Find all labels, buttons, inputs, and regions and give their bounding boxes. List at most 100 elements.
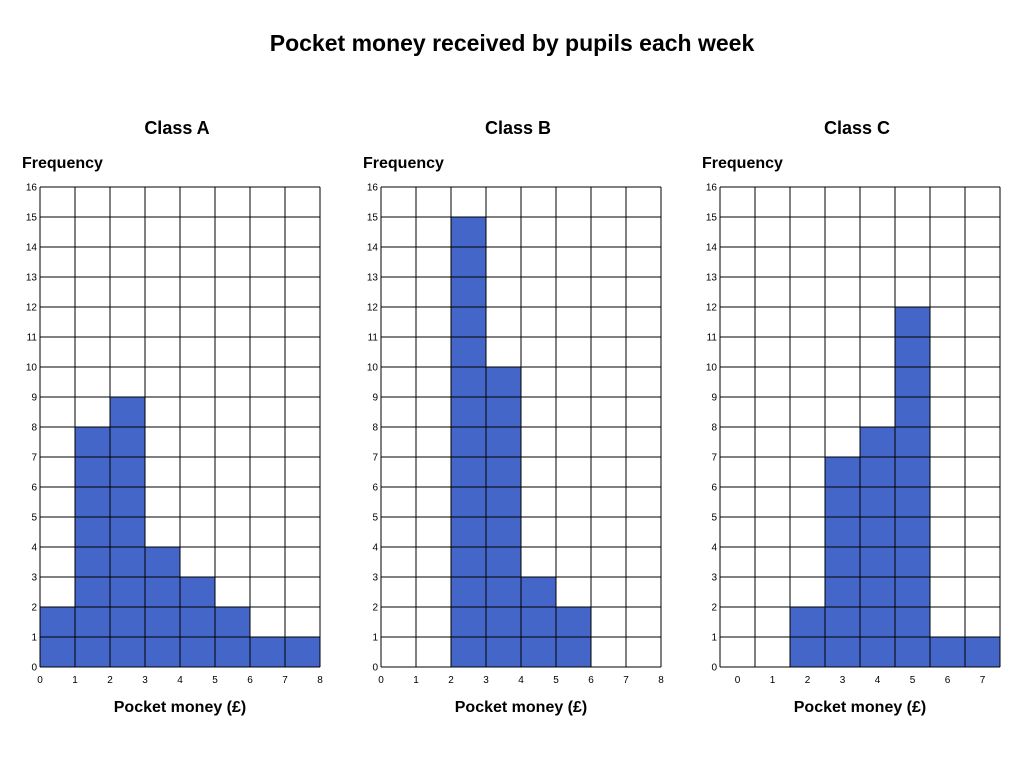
- y-tick-label: 0: [711, 663, 717, 674]
- x-tick-label: 2: [448, 675, 454, 686]
- y-tick-label: 7: [711, 453, 717, 464]
- y-tick-label: 2: [31, 603, 37, 614]
- x-tick-label: 1: [72, 675, 78, 686]
- y-tick-label: 7: [372, 453, 378, 464]
- x-tick-label: 5: [212, 675, 218, 686]
- x-tick-label: 0: [378, 675, 384, 686]
- y-tick-label: 16: [367, 183, 379, 194]
- chart-title: Class A: [144, 118, 209, 138]
- y-tick-label: 9: [711, 393, 717, 404]
- x-tick-label: 0: [735, 675, 741, 686]
- y-tick-label: 13: [26, 273, 38, 284]
- histogram-bar: [965, 637, 1000, 667]
- y-tick-label: 14: [706, 243, 718, 254]
- x-tick-label: 6: [247, 675, 253, 686]
- y-tick-label: 0: [31, 663, 37, 674]
- x-tick-label: 8: [658, 675, 664, 686]
- y-tick-label: 1: [711, 633, 717, 644]
- histogram-bar: [180, 577, 215, 667]
- chart-title: Class C: [824, 118, 890, 138]
- x-axis-label: Pocket money (£): [794, 699, 926, 716]
- y-tick-label: 10: [706, 363, 718, 374]
- y-tick-label: 13: [706, 273, 718, 284]
- y-tick-label: 8: [31, 423, 37, 434]
- histogram-bar: [451, 217, 486, 667]
- x-tick-label: 6: [945, 675, 951, 686]
- y-tick-label: 12: [367, 303, 379, 314]
- y-tick-label: 3: [31, 573, 37, 584]
- y-tick-label: 14: [26, 243, 38, 254]
- y-tick-label: 3: [372, 573, 378, 584]
- histogram-bar: [521, 577, 556, 667]
- y-tick-label: 16: [26, 183, 38, 194]
- x-axis-label: Pocket money (£): [114, 699, 246, 716]
- x-tick-label: 7: [980, 675, 986, 686]
- y-tick-label: 16: [706, 183, 718, 194]
- y-tick-label: 6: [31, 483, 37, 494]
- main-title: Pocket money received by pupils each wee…: [269, 30, 755, 56]
- y-tick-label: 5: [711, 513, 717, 524]
- x-tick-label: 7: [282, 675, 288, 686]
- x-tick-label: 3: [840, 675, 846, 686]
- y-tick-label: 7: [31, 453, 37, 464]
- y-tick-label: 6: [372, 483, 378, 494]
- y-axis-label: Frequency: [22, 155, 103, 172]
- y-tick-label: 9: [372, 393, 378, 404]
- y-tick-label: 5: [372, 513, 378, 524]
- x-tick-label: 4: [177, 675, 183, 686]
- y-tick-label: 8: [372, 423, 378, 434]
- y-tick-label: 15: [367, 213, 379, 224]
- y-tick-label: 8: [711, 423, 717, 434]
- x-tick-label: 0: [37, 675, 43, 686]
- y-tick-label: 0: [372, 663, 378, 674]
- y-tick-label: 11: [707, 333, 718, 344]
- y-tick-label: 2: [711, 603, 717, 614]
- x-tick-label: 2: [107, 675, 113, 686]
- y-tick-label: 12: [706, 303, 718, 314]
- y-tick-label: 5: [31, 513, 37, 524]
- y-tick-label: 11: [368, 333, 379, 344]
- y-tick-label: 9: [31, 393, 37, 404]
- y-tick-label: 15: [26, 213, 38, 224]
- y-axis-label: Frequency: [363, 155, 444, 172]
- y-tick-label: 1: [372, 633, 378, 644]
- y-tick-label: 15: [706, 213, 718, 224]
- y-tick-label: 4: [31, 543, 37, 554]
- y-tick-label: 4: [711, 543, 717, 554]
- x-tick-label: 3: [142, 675, 148, 686]
- y-axis-label: Frequency: [702, 155, 783, 172]
- histogram-bar: [930, 637, 965, 667]
- y-tick-label: 4: [372, 543, 378, 554]
- y-tick-label: 1: [31, 633, 37, 644]
- histogram-bar: [250, 637, 285, 667]
- x-tick-label: 5: [910, 675, 916, 686]
- x-axis-label: Pocket money (£): [455, 699, 587, 716]
- y-tick-label: 2: [372, 603, 378, 614]
- x-tick-label: 8: [317, 675, 323, 686]
- x-tick-label: 4: [875, 675, 881, 686]
- y-tick-label: 10: [367, 363, 379, 374]
- y-tick-label: 14: [367, 243, 379, 254]
- y-tick-label: 3: [711, 573, 717, 584]
- x-tick-label: 1: [770, 675, 776, 686]
- histogram-bar: [285, 637, 320, 667]
- chart-title: Class B: [485, 118, 551, 138]
- x-tick-label: 5: [553, 675, 559, 686]
- y-tick-label: 6: [711, 483, 717, 494]
- histogram-bar: [825, 457, 860, 667]
- y-tick-label: 13: [367, 273, 379, 284]
- x-tick-label: 1: [413, 675, 419, 686]
- y-tick-label: 12: [26, 303, 38, 314]
- histogram-bar: [110, 397, 145, 667]
- x-tick-label: 3: [483, 675, 489, 686]
- y-tick-label: 11: [27, 333, 38, 344]
- x-tick-label: 2: [805, 675, 811, 686]
- x-tick-label: 6: [588, 675, 594, 686]
- x-tick-label: 7: [623, 675, 629, 686]
- y-tick-label: 10: [26, 363, 38, 374]
- x-tick-label: 4: [518, 675, 524, 686]
